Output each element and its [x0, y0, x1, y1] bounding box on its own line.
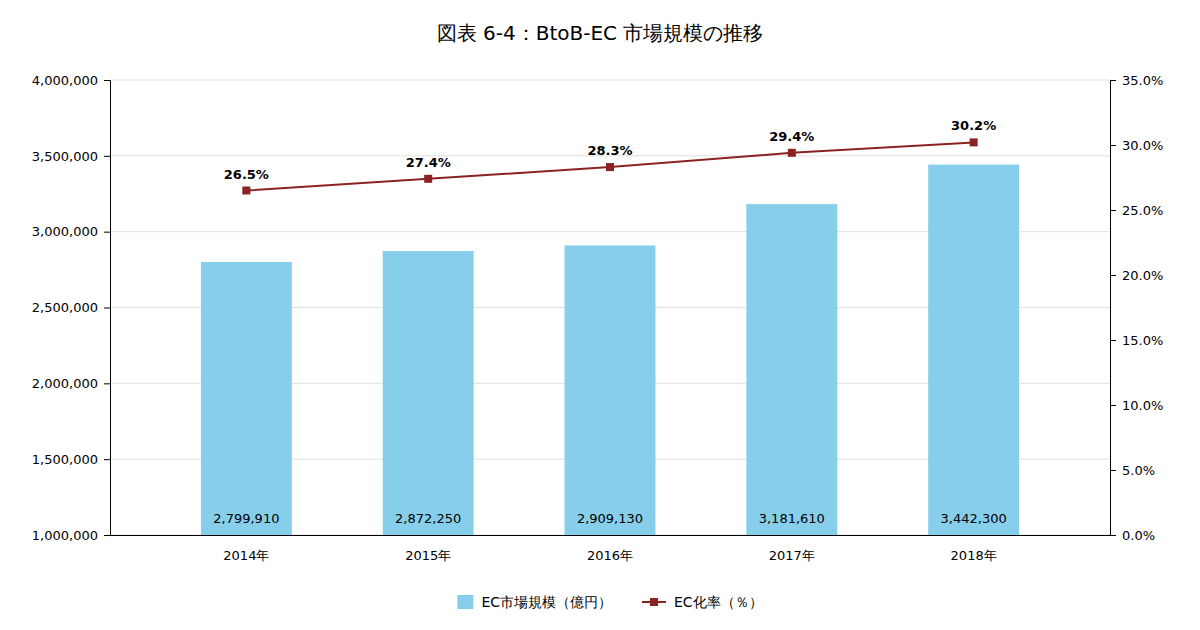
- tick: 3,500,000: [32, 148, 110, 163]
- tick: 4,000,000: [32, 73, 110, 88]
- line-label: 28.3%: [587, 143, 632, 158]
- tick: 2016年: [587, 548, 633, 563]
- line-label: 30.2%: [951, 118, 996, 133]
- tick-mark: [104, 156, 110, 157]
- tick-label: 5.0%: [1122, 463, 1155, 478]
- tick-label: 2014年: [223, 548, 269, 563]
- tick-label: 15.0%: [1122, 333, 1163, 348]
- line: [246, 142, 973, 190]
- plot: 2,799,910 2,872,250 2,909,130 3,181,610 3,44…: [32, 73, 1163, 564]
- tick: 3,000,000: [32, 224, 110, 239]
- marker: [970, 138, 978, 146]
- bar-label: 2,872,250: [395, 511, 461, 526]
- tick: 0.0%: [1110, 528, 1155, 543]
- tick-label: 35.0%: [1122, 73, 1163, 88]
- tick: 2015年: [405, 548, 451, 563]
- tick-label: 1,000,000: [32, 528, 98, 543]
- line-label: 26.5%: [224, 167, 269, 182]
- tick: 1,500,000: [32, 452, 110, 467]
- x-axis: 2014年 2015年 2016年 2017年 2018年: [111, 536, 1111, 564]
- tick: 2,500,000: [32, 300, 110, 315]
- legend-item: EC化率（％）: [642, 594, 763, 610]
- bar: [383, 251, 474, 535]
- marker: [424, 175, 432, 183]
- bar: [746, 204, 837, 535]
- tick: 15.0%: [1110, 333, 1163, 348]
- tick-label: 30.0%: [1122, 138, 1163, 153]
- tick-mark: [1110, 145, 1116, 146]
- tick-mark: [104, 308, 110, 309]
- y2-axis: 0.0% 5.0% 10.0% 15.0% 20.0% 25.0% 30.0% 35.0%: [1110, 73, 1163, 543]
- legend-item: EC市場規模（億円）: [457, 594, 612, 610]
- bar-label: 3,181,610: [759, 511, 825, 526]
- tick: 10.0%: [1110, 398, 1163, 413]
- tick-label: 2017年: [769, 548, 815, 563]
- bar-label: 2,909,130: [577, 511, 643, 526]
- tick: 35.0%: [1110, 73, 1163, 88]
- chart: 図表 6-4：BtoB-EC 市場規模の推移 2,799,910 2,872,250…: [0, 0, 1200, 630]
- legend-marker: [650, 598, 658, 606]
- tick-label: 2018年: [951, 548, 997, 563]
- y-axis: 1,000,000 1,500,000 2,000,000 2,500,000 3,00…: [32, 73, 111, 543]
- tick-label: 2016年: [587, 548, 633, 563]
- marks: [201, 138, 1019, 535]
- bar: [201, 262, 292, 535]
- axis-line: [1111, 81, 1117, 536]
- tick-label: 0.0%: [1122, 528, 1155, 543]
- axis-line: [104, 81, 111, 536]
- tick-mark: [1110, 275, 1116, 276]
- line-label: 27.4%: [406, 155, 451, 170]
- tick-mark: [1110, 340, 1116, 341]
- tick: 20.0%: [1110, 268, 1163, 283]
- marker: [606, 163, 614, 171]
- title: 図表 6-4：BtoB-EC 市場規模の推移: [437, 21, 764, 45]
- marker: [242, 187, 250, 195]
- tick-mark: [104, 459, 110, 460]
- line-label: 29.4%: [769, 129, 814, 144]
- tick: 1,000,000: [32, 528, 110, 543]
- bar: [565, 245, 656, 535]
- axis-line: [111, 535, 1111, 536]
- bar-label: 2,799,910: [213, 511, 279, 526]
- tick-mark: [104, 383, 110, 384]
- tick-label: 4,000,000: [32, 73, 98, 88]
- legend-label: EC市場規模（億円）: [481, 594, 612, 610]
- grid-line: [110, 80, 1110, 81]
- grid: [110, 80, 1110, 535]
- tick-label: 20.0%: [1122, 268, 1163, 283]
- tick-label: 2,000,000: [32, 376, 98, 391]
- tick: 2018年: [951, 548, 997, 563]
- tick-mark: [1110, 210, 1116, 211]
- tick-mark: [1110, 470, 1116, 471]
- data-labels: 2,799,910 2,872,250 2,909,130 3,181,610 3,44…: [213, 118, 1006, 526]
- tick-label: 3,000,000: [32, 224, 98, 239]
- tick-mark: [1110, 80, 1116, 81]
- marker: [788, 149, 796, 157]
- tick-label: 3,500,000: [32, 148, 98, 163]
- tick: 2,000,000: [32, 376, 110, 391]
- tick-mark: [1110, 405, 1116, 406]
- tick-label: 10.0%: [1122, 398, 1163, 413]
- bar: [928, 165, 1019, 535]
- legend-swatch: [457, 595, 473, 609]
- tick-label: 2,500,000: [32, 300, 98, 315]
- tick-mark: [104, 232, 110, 233]
- tick-label: 1,500,000: [32, 452, 98, 467]
- tick-mark: [104, 535, 110, 536]
- legend: EC市場規模（億円） EC化率（％）: [457, 594, 762, 610]
- tick: 5.0%: [1110, 463, 1155, 478]
- bar-label: 3,442,300: [941, 511, 1007, 526]
- tick: 25.0%: [1110, 203, 1163, 218]
- tick: 2014年: [223, 548, 269, 563]
- legend-label: EC化率（％）: [674, 594, 763, 610]
- tick: 2017年: [769, 548, 815, 563]
- tick: 30.0%: [1110, 138, 1163, 153]
- tick-label: 25.0%: [1122, 203, 1163, 218]
- tick-mark: [104, 80, 110, 81]
- tick-label: 2015年: [405, 548, 451, 563]
- tick-mark: [1110, 535, 1116, 536]
